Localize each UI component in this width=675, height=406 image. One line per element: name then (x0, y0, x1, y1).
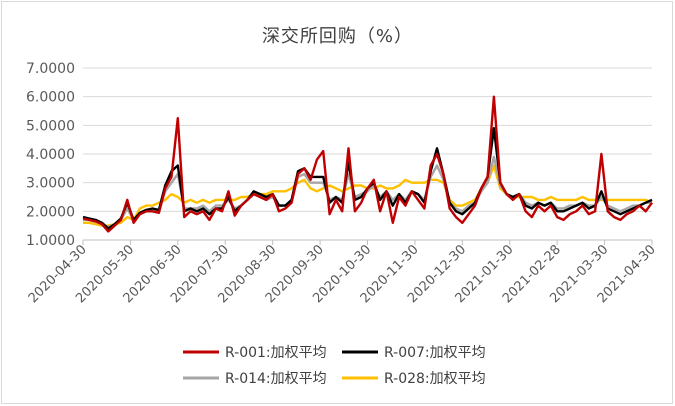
y-tick-label: 5.0000 (26, 118, 75, 134)
series-line-1 (82, 95, 653, 233)
gridlines (83, 67, 652, 212)
legend-label: R-014:加权平均 (225, 371, 327, 387)
chart-title: 深交所回购（%） (261, 26, 414, 47)
legend: R-001:加权平均 R-007:加权平均 R-014:加权平均 R-028:加权平均 (183, 345, 486, 387)
y-tick-label: 7.0000 (26, 61, 75, 77)
y-tick-label: 1.0000 (26, 233, 75, 249)
legend-label: R-001:加权平均 (225, 345, 327, 361)
legend-label: R-007:加权平均 (384, 345, 486, 361)
y-tick-label: 6.0000 (26, 90, 75, 106)
y-tick-label: 3.0000 (26, 176, 75, 192)
legend-label: R-028:加权平均 (384, 371, 486, 387)
series-lines (82, 95, 653, 233)
series-line-2 (82, 126, 653, 230)
y-tick-label: 2.0000 (26, 204, 75, 220)
axes: 1.0000 2.0000 3.0000 4.0000 5.0000 6.0000 7.00… (26, 61, 659, 306)
y-tick-label: 4.0000 (26, 147, 75, 163)
